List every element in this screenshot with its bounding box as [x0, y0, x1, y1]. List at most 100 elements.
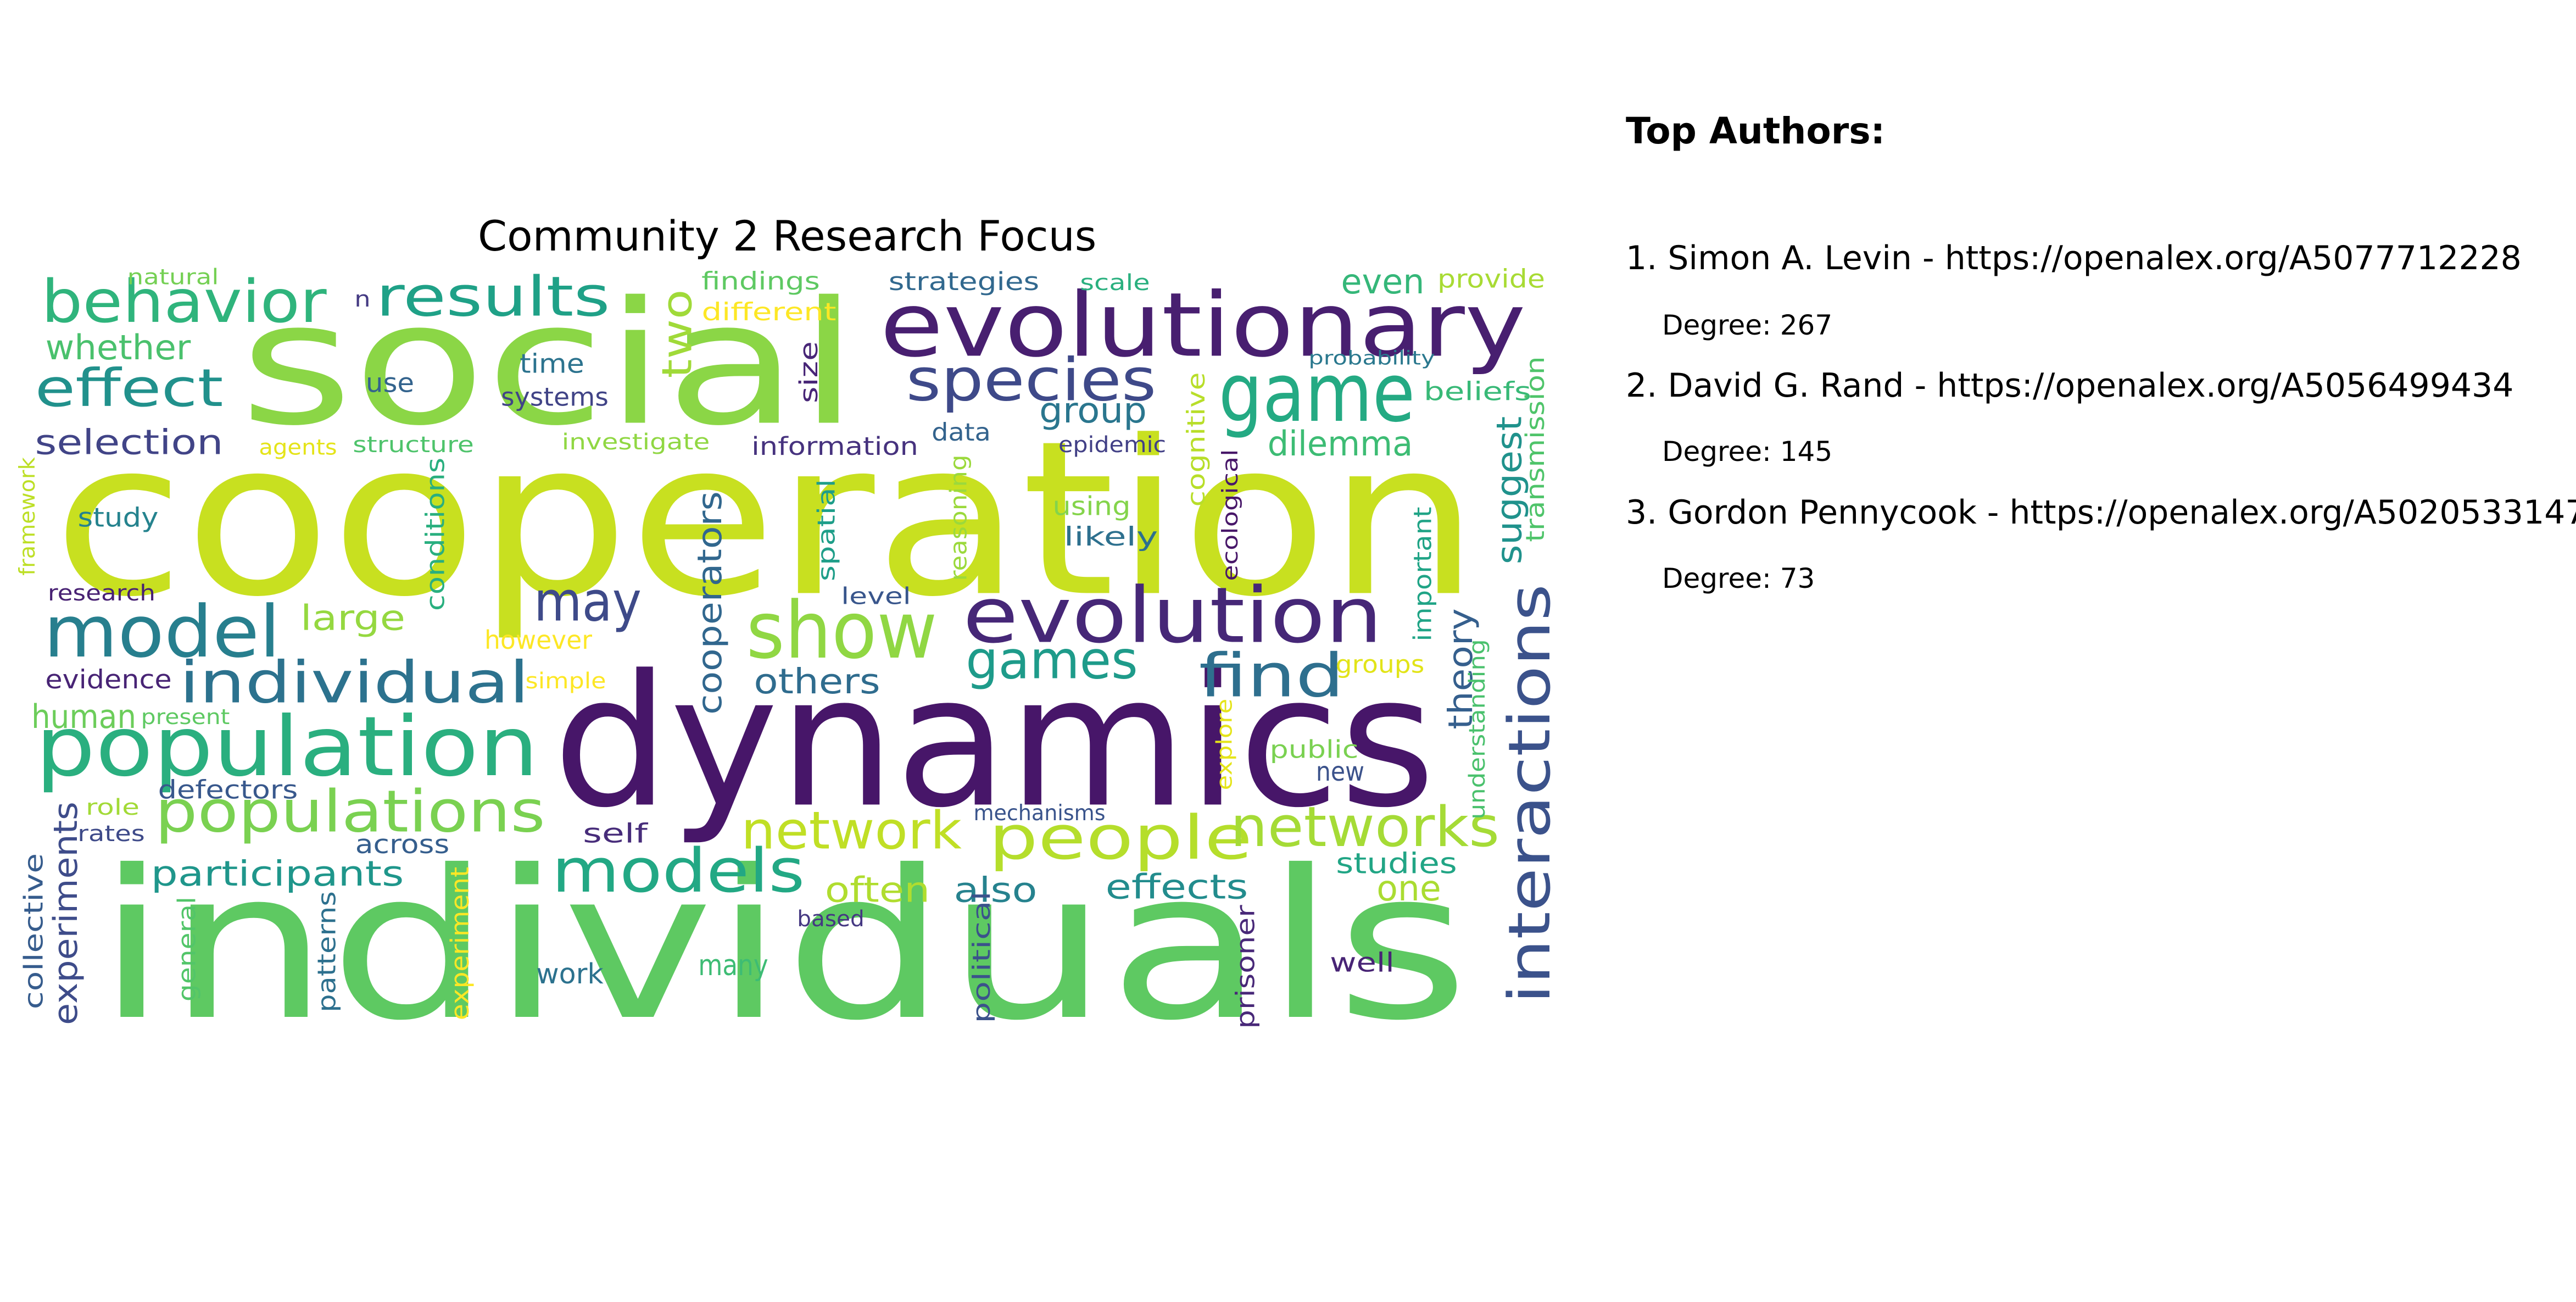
wordcloud-word: games: [966, 631, 1138, 691]
wordcloud-word: many: [698, 949, 768, 982]
wordcloud-word: one: [1376, 868, 1441, 909]
wordcloud-word: models: [552, 836, 805, 906]
wordcloud-word: strategies: [889, 267, 1039, 296]
wordcloud-word: understanding: [1465, 639, 1490, 819]
wordcloud-word: self: [583, 819, 648, 849]
wordcloud-word: dilemma: [1268, 424, 1413, 464]
wordcloud-word: n: [354, 287, 370, 312]
wordcloud-word: political: [968, 891, 996, 1023]
wordcloud-word: study: [78, 503, 159, 533]
wordcloud-word: information: [751, 432, 918, 461]
wordcloud-word: epidemic: [1058, 432, 1166, 458]
author-degree-2: Degree: 145: [1662, 436, 1833, 468]
wordcloud-word: different: [702, 297, 837, 326]
wordcloud-word: time: [520, 349, 584, 380]
wordcloud-word: large: [300, 598, 405, 638]
wordcloud-word: public: [1270, 736, 1359, 764]
author-degree-1: Degree: 267: [1662, 309, 1833, 341]
wordcloud-word: dynamics: [553, 636, 1435, 848]
wordcloud-word: explore: [1213, 699, 1237, 791]
wordcloud-word: systems: [501, 382, 609, 412]
wordcloud-word: networks: [1230, 794, 1499, 859]
wordcloud-word: probability: [1308, 348, 1435, 370]
wordcloud-word: experiment: [445, 867, 475, 1020]
wordcloud-panel: Community 2 Research Focus cooperation dy…: [15, 212, 1563, 1066]
wordcloud-word: interactions: [1496, 584, 1563, 1004]
wordcloud-word: cooperation: [53, 395, 1480, 644]
wordcloud-word: transmission: [1520, 356, 1550, 542]
wordcloud-word: selection: [35, 422, 224, 463]
wordcloud-word: also: [954, 870, 1038, 910]
wordcloud-word: scale: [1080, 270, 1150, 296]
author-entry-2: 2. David G. Rand - https://openalex.org/…: [1626, 366, 2514, 405]
wordcloud-word: whether: [46, 327, 191, 368]
wordcloud-word: defectors: [158, 775, 298, 805]
wordcloud-word: often: [825, 870, 930, 910]
wordcloud-word: group: [1039, 390, 1147, 431]
wordcloud-word: reasoning: [945, 454, 972, 581]
wordcloud-word: research: [48, 581, 155, 606]
wordcloud-word: well: [1330, 948, 1395, 978]
wordcloud-word: structure: [353, 432, 474, 458]
wordcloud-word: natural: [127, 265, 219, 290]
wordcloud-word: may: [534, 570, 642, 634]
wordcloud-word: findings: [701, 268, 820, 296]
wordcloud-word: based: [797, 906, 865, 932]
wordcloud-word: show: [746, 585, 938, 676]
wordcloud-word: beliefs: [1424, 377, 1531, 407]
wordcloud-word: behavior: [41, 268, 326, 336]
wordcloud-word: ecological: [1218, 449, 1243, 581]
wordcloud-word: using: [1052, 492, 1130, 522]
wordcloud-word: size: [794, 341, 823, 403]
wordcloud-word: others: [754, 661, 880, 702]
wordcloud-word: model: [43, 590, 280, 674]
wordcloud-word: find: [1199, 641, 1345, 711]
wordcloud-word: new: [1316, 756, 1364, 787]
wordcloud-word: investigate: [562, 430, 710, 455]
wordcloud-word: agents: [259, 436, 337, 460]
wordcloud-word: rates: [77, 821, 145, 847]
author-entry-1: 1. Simon A. Levin - https://openalex.org…: [1626, 239, 2522, 277]
wordcloud-title: Community 2 Research Focus: [478, 212, 1097, 260]
wordcloud-word: general: [172, 897, 202, 1001]
author-entry-3: 3. Gordon Pennycook - https://openalex.o…: [1626, 493, 2576, 532]
wordcloud-word: studies: [1336, 848, 1457, 881]
wordcloud-word: work: [536, 958, 604, 990]
wordcloud-word: suggest: [1489, 416, 1530, 565]
top-authors-heading: Top Authors:: [1626, 110, 1885, 152]
wordcloud-word: cognitive: [1181, 372, 1211, 507]
wordcloud-word: effect: [35, 359, 224, 419]
wordcloud-word: groups: [1336, 651, 1425, 679]
wordcloud-word: network: [741, 801, 962, 861]
wordcloud-word: collective: [20, 853, 49, 1009]
wordcloud-word: results: [376, 265, 610, 329]
wordcloud-word: mechanisms: [973, 800, 1105, 826]
wordcloud-word: social: [240, 265, 859, 463]
wordcloud-word: provide: [1437, 264, 1545, 294]
wordcloud-word: game: [1219, 346, 1415, 440]
wordcloud-word: framework: [15, 457, 40, 576]
wordcloud-word: role: [86, 795, 140, 820]
wordcloud-word: individuals: [97, 827, 1469, 1066]
wordcloud-word: evolutionary: [880, 274, 1526, 377]
wordcloud-word: however: [484, 625, 592, 655]
wordcloud-word: across: [355, 830, 450, 860]
wordcloud-word: evolution: [963, 571, 1382, 660]
wordcloud-word: important: [1408, 507, 1437, 642]
wordcloud-word: use: [366, 368, 414, 399]
wordcloud-word: cooperators: [690, 491, 729, 715]
wordcloud-word: spatial: [813, 479, 841, 581]
wordcloud-word: data: [932, 419, 991, 447]
wordcloud-word: two: [653, 290, 701, 379]
wordcloud-word: theory: [1442, 608, 1480, 730]
wordcloud-word: individual: [180, 649, 529, 716]
wordcloud-word: conditions: [421, 458, 450, 611]
wordcloud-word: evidence: [45, 665, 171, 695]
top-authors-panel: Top Authors: 1. Simon A. Levin - https:/…: [1626, 0, 2576, 1302]
wordcloud-word: effects: [1106, 868, 1248, 907]
wordcloud-word: participants: [151, 853, 404, 894]
wordcloud-word: level: [841, 583, 911, 610]
wordcloud-word: populations: [155, 778, 545, 845]
wordcloud-word: human: [31, 698, 136, 736]
